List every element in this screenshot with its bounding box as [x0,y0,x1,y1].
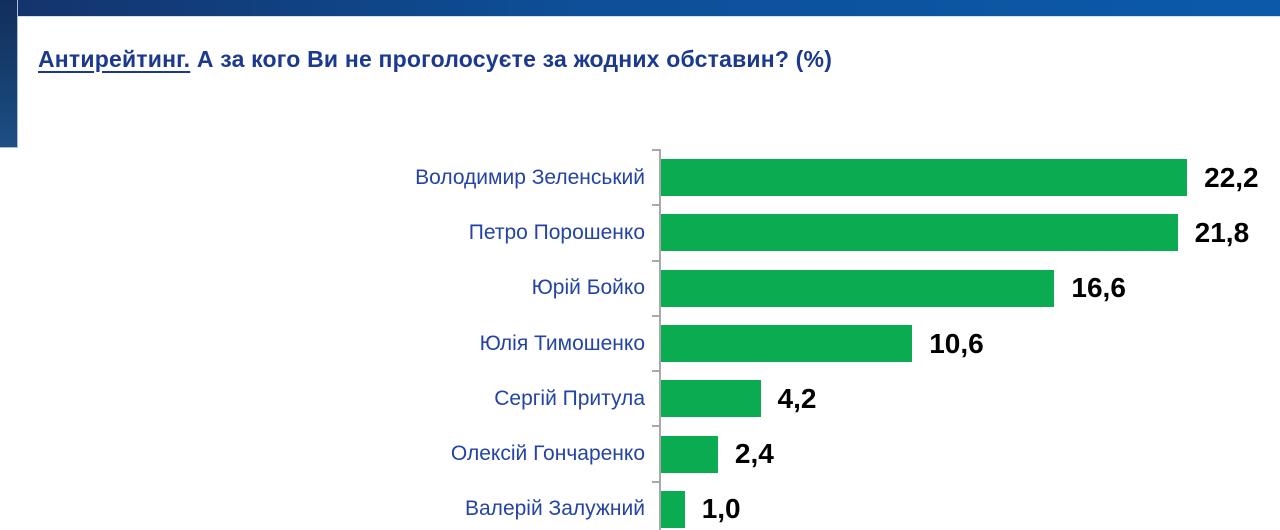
value-label: 4,2 [777,382,817,414]
bar [661,214,1178,252]
category-label: Олексій Гончаренко [450,442,645,466]
chart-title-question: А за кого Ви не проголосуєте за жодних о… [190,46,833,72]
bar-chart: Володимир Зеленський 22,2 Петро Порошенко 2… [0,148,1280,530]
category-label: Володимир Зеленський [415,165,645,189]
value-label: 1,0 [701,493,741,525]
chart-row: Володимир Зеленський 22,2 [0,148,1280,206]
left-tab-decoration [0,0,18,148]
bar [661,269,1055,307]
category-label: Петро Порошенко [468,220,645,244]
chart-row: Олексій Гончаренко 2,4 [0,425,1280,482]
bar-track: 21,8 [652,204,1280,261]
bar-track: 22,2 [652,148,1280,206]
bar [661,490,685,528]
bar [661,435,718,473]
chart-row: Юлія Тимошенко 10,6 [0,314,1280,372]
bar-track: 4,2 [652,370,1280,427]
chart-row: Сергій Притула 4,2 [0,370,1280,427]
chart-title: Антирейтинг. А за кого Ви не проголосуєт… [38,46,832,73]
chart-rows: Володимир Зеленський 22,2 Петро Порошенко 2… [0,148,1280,530]
category-label: Сергій Притула [494,386,645,410]
value-label: 16,6 [1071,272,1126,304]
bar [661,325,913,363]
chart-row: Петро Порошенко 21,8 [0,204,1280,261]
bar-track: 16,6 [652,259,1280,316]
bar [661,159,1188,197]
value-label: 10,6 [929,327,984,359]
category-label: Юрій Бойко [531,276,645,300]
top-banner-decoration [0,0,1280,17]
category-label: Юлія Тимошенко [479,331,645,355]
bar-track: 10,6 [652,314,1280,372]
value-label: 2,4 [734,438,774,470]
bar-track: 2,4 [652,425,1280,482]
chart-row: Валерій Залужний 1,0 [0,480,1280,530]
bar [661,380,761,418]
category-label: Валерій Залужний [465,497,645,521]
chart-title-prefix: Антирейтинг. [38,46,191,72]
value-label: 22,2 [1204,161,1259,193]
chart-row: Юрій Бойко 16,6 [0,259,1280,316]
bar-track: 1,0 [652,480,1280,530]
value-label: 21,8 [1194,216,1250,248]
